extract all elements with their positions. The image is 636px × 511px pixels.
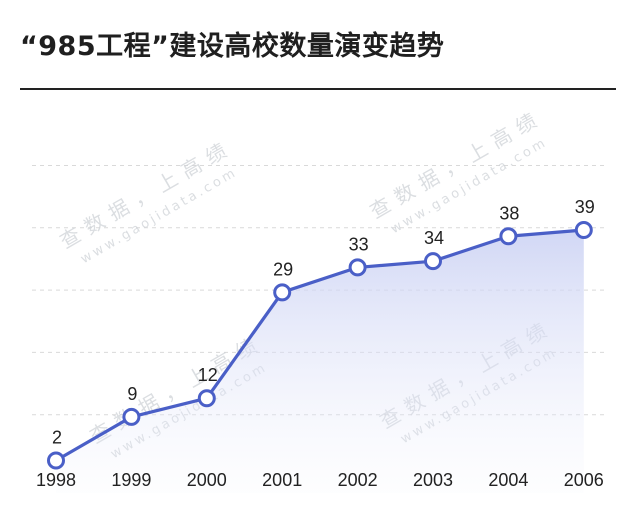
data-point [273, 283, 292, 302]
x-tick-label: 2006 [564, 470, 604, 490]
data-label: 33 [349, 234, 369, 254]
x-tick-label: 2002 [338, 470, 378, 490]
data-point [348, 258, 367, 277]
series-line [55, 228, 584, 462]
data-label: 2 [52, 428, 62, 448]
x-tick-label: 2004 [488, 470, 528, 490]
x-tick-label: 1999 [111, 470, 151, 490]
data-label: 39 [575, 197, 595, 217]
x-tick-label: 1998 [36, 470, 76, 490]
area-fill [56, 230, 584, 493]
data-point [47, 451, 65, 470]
x-tick-label: 2000 [187, 470, 227, 490]
data-label: 9 [127, 384, 137, 404]
data-label: 34 [424, 228, 444, 248]
data-label: 12 [198, 365, 218, 385]
title-divider [20, 88, 616, 90]
data-label: 29 [273, 259, 293, 279]
data-point [499, 227, 518, 246]
data-point [574, 221, 593, 240]
data-label: 38 [499, 203, 519, 223]
data-points [47, 221, 593, 470]
x-tick-label: 2003 [413, 470, 453, 490]
chart-title: “985工程”建设高校数量演变趋势 [20, 31, 445, 62]
x-tick-label: 2001 [262, 470, 302, 490]
x-axis-labels: 1998 1999 2000 2001 2002 2003 2004 2006 [36, 470, 604, 490]
data-point [424, 252, 442, 271]
data-point [122, 407, 141, 426]
data-point [197, 389, 216, 408]
